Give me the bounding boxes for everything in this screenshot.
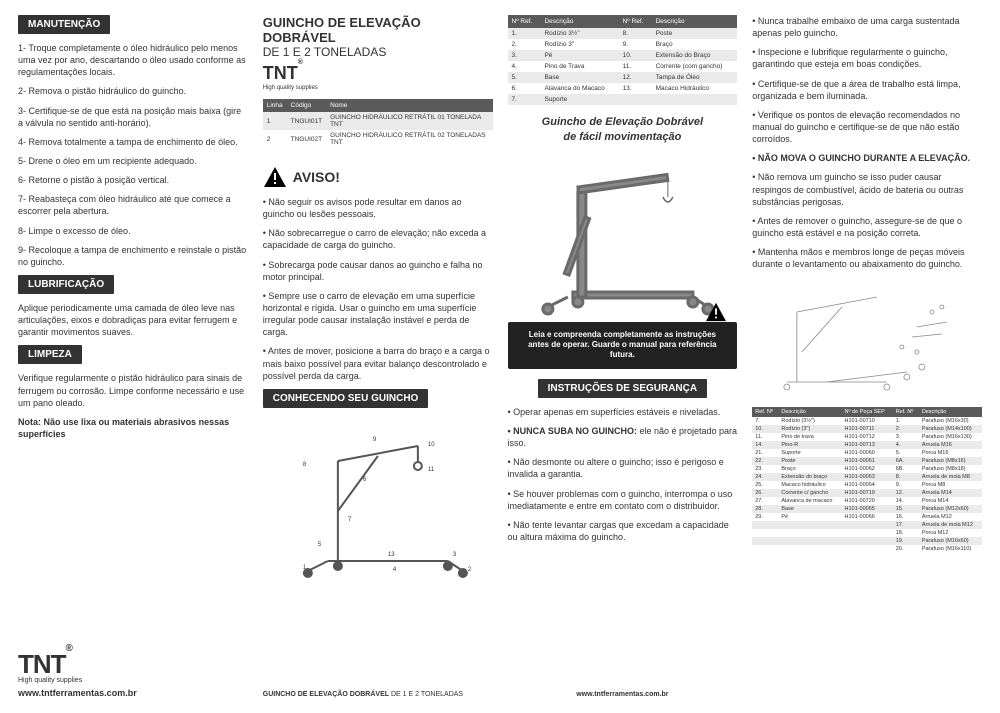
exploded-diagram xyxy=(752,282,982,402)
heading-limpeza: LIMPEZA xyxy=(18,345,82,364)
spec-table: Ref. NºDescriçãoNº de Peça SEPRef. NºDes… xyxy=(752,407,982,553)
website-url: www.tntferramentas.com.br xyxy=(508,691,738,698)
product-table: LinhaCódigoNome 1TNGUI01TGUINCHO HIDRÁUL… xyxy=(263,99,493,148)
heading-seguranca: INSTRUÇÕES DE SEGURANÇA xyxy=(538,379,707,398)
footer-text: GUINCHO DE ELEVAÇÃO DOBRÁVEL DE 1 E 2 TO… xyxy=(263,691,493,698)
warn-4: • Sempre use o carro de elevação em uma … xyxy=(263,290,493,339)
maint-5: 5- Drene o óleo em um recipiente adequad… xyxy=(18,155,248,167)
website-url: www.tntferramentas.com.br xyxy=(18,688,248,698)
maint-4: 4- Remova totalmente a tampa de enchimen… xyxy=(18,136,248,148)
maint-2: 2- Remova o pistão hidráulico do guincho… xyxy=(18,85,248,97)
maint-6: 6- Retorne o pistão à posição vertical. xyxy=(18,174,248,186)
safety-callout: Leia e compreenda completamente as instr… xyxy=(508,322,738,369)
s4-7: • Mantenha mãos e membros longe de peças… xyxy=(752,246,982,270)
main-subtitle: DE 1 E 2 TONELADAS xyxy=(263,45,493,59)
safety-3: • Não desmonte ou altere o guincho; isso… xyxy=(508,456,738,480)
warning-icon xyxy=(263,166,287,188)
aviso-label: AVISO! xyxy=(293,169,340,185)
warn-5: • Antes de mover, posicione a barra do b… xyxy=(263,345,493,381)
warning-icon xyxy=(705,302,727,322)
svg-text:4: 4 xyxy=(393,567,397,573)
sub-title-2: de fácil movimentação xyxy=(508,130,738,145)
warn-2: • Não sobrecarregue o carro de elevação;… xyxy=(263,227,493,251)
crane-diagram-photo xyxy=(508,157,738,317)
logo-block: TNT® High quality supplies www.tntferram… xyxy=(18,649,248,698)
svg-text:7: 7 xyxy=(348,517,352,523)
svg-text:9: 9 xyxy=(373,437,377,443)
svg-text:8: 8 xyxy=(303,462,307,468)
svg-text:3: 3 xyxy=(453,552,457,558)
limpeza-1: Verifique regularmente o pistão hidráuli… xyxy=(18,372,248,408)
heading-lubrificacao: LUBRIFICAÇÃO xyxy=(18,275,114,294)
safety-5: • Não tente levantar cargas que excedam … xyxy=(508,519,738,543)
heading-conhecendo: CONHECENDO SEU GUINCHO xyxy=(263,389,429,408)
limpeza-note: Nota: Não use lixa ou materiais abrasivo… xyxy=(18,416,248,440)
s4-5: • Não remova um guincho se isso puder ca… xyxy=(752,171,982,207)
maint-3: 3- Certifique-se de que está na posição … xyxy=(18,105,248,129)
s4-bold: • NÃO MOVA O GUINCHO DURANTE A ELEVAÇÃO. xyxy=(752,152,982,164)
aviso-row: AVISO! xyxy=(263,166,493,188)
heading-manutencao: MANUTENÇÃO xyxy=(18,15,110,34)
s4-4: • Verifique os pontos de elevação recome… xyxy=(752,109,982,145)
tnt-logo-small: TNT® xyxy=(263,63,493,84)
warn-3: • Sobrecarga pode causar danos ao guinch… xyxy=(263,259,493,283)
safety-1: • Operar apenas em superfícies estáveis … xyxy=(508,406,738,418)
maint-7: 7- Reabasteça com óleo hidráulico até qu… xyxy=(18,193,248,217)
maint-1: 1- Troque completamente o óleo hidráulic… xyxy=(18,42,248,78)
tnt-logo: TNT® xyxy=(18,649,248,680)
column-3: Nº Ref.DescriçãoNº Ref.Descrição 1.Rodíz… xyxy=(508,15,738,698)
column-1: MANUTENÇÃO 1- Troque completamente o óle… xyxy=(18,15,248,698)
svg-text:2: 2 xyxy=(468,567,472,573)
safety-2: • NUNCA SUBA NO GUINCHO: ele não é proje… xyxy=(508,425,738,449)
svg-text:11: 11 xyxy=(428,467,435,473)
s4-3: • Certifique-se de que a área de trabalh… xyxy=(752,78,982,102)
logo-tagline-small: High quality supplies xyxy=(263,85,493,91)
svg-text:5: 5 xyxy=(318,542,322,548)
svg-text:6: 6 xyxy=(363,477,367,483)
s4-6: • Antes de remover o guincho, assegure-s… xyxy=(752,215,982,239)
sub-title-1: Guincho de Elevação Dobrável xyxy=(508,115,738,130)
maint-9: 9- Recoloque a tampa de enchimento e rei… xyxy=(18,244,248,268)
lub-text: Aplique periodicamente uma camada de óle… xyxy=(18,302,248,338)
column-2: GUINCHO DE ELEVAÇÃO DOBRÁVEL DE 1 E 2 TO… xyxy=(263,15,493,698)
svg-text:10: 10 xyxy=(428,442,435,448)
ref-table: Nº Ref.DescriçãoNº Ref.Descrição 1.Rodíz… xyxy=(508,15,738,105)
warn-1: • Não seguir os avisos pode resultar em … xyxy=(263,196,493,220)
s4-2: • Inspecione e lubrifique regularmente o… xyxy=(752,46,982,70)
s4-1: • Nunca trabalhe embaixo de uma carga su… xyxy=(752,15,982,39)
main-title: GUINCHO DE ELEVAÇÃO DOBRÁVEL xyxy=(263,15,493,45)
logo-tagline: High quality supplies xyxy=(18,677,248,684)
safety-4: • Se houver problemas com o guincho, int… xyxy=(508,488,738,512)
crane-diagram-labeled: 8910 1167 5131 342 xyxy=(263,421,493,581)
column-4: • Nunca trabalhe embaixo de uma carga su… xyxy=(752,15,982,698)
maint-8: 8- Limpe o excesso de óleo. xyxy=(18,225,248,237)
svg-text:13: 13 xyxy=(388,552,395,558)
